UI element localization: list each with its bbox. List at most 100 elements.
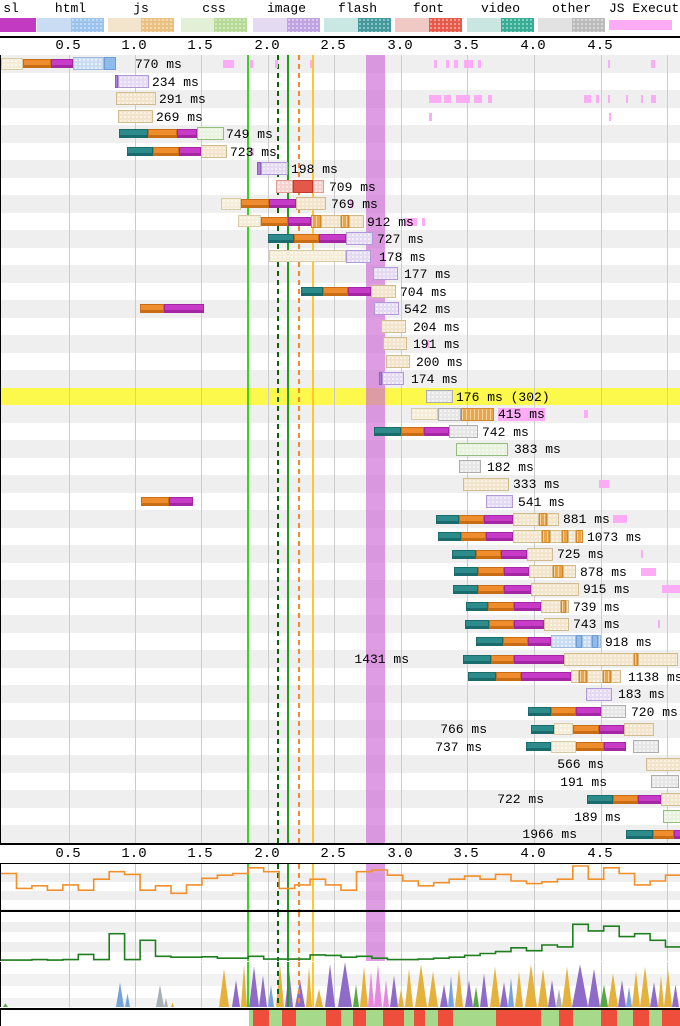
request-segment-imgD[interactable] [379,372,382,386]
request-segment-jsD[interactable] [542,530,550,543]
request-segment-jsL[interactable] [531,582,579,596]
request-segment-jsL[interactable] [463,477,509,491]
request-segment-dns[interactable] [587,794,613,804]
request-segment-othL[interactable] [438,407,461,421]
request-segment-ssl[interactable] [169,497,193,506]
request-segment-othL[interactable] [601,705,626,719]
request-segment-imgD[interactable] [257,162,261,176]
request-segment-jsL[interactable] [383,337,407,351]
request-segment-ssl[interactable] [638,794,661,804]
request-segment-con[interactable] [551,707,576,717]
request-segment-jsL[interactable] [566,600,569,614]
request-segment-ssl[interactable] [599,724,624,734]
request-segment-ssl[interactable] [514,654,564,664]
request-segment-jsL[interactable] [296,197,326,211]
request-segment-con[interactable] [294,234,319,244]
request-segment-con[interactable] [140,304,164,314]
request-segment-jsL[interactable] [116,92,156,106]
request-segment-ssl[interactable] [164,304,204,314]
request-segment-dns[interactable] [453,584,478,594]
request-segment-fontL[interactable] [313,179,324,193]
request-segment-jsL[interactable] [118,109,153,123]
request-segment-jsL[interactable] [568,530,576,543]
request-segment-con[interactable] [401,427,424,436]
request-segment-ssl[interactable] [288,216,311,226]
request-segment-dns[interactable] [436,514,459,524]
waterfall-area[interactable]: 770 ms 234 ms 291 ms 269 ms 749 ms 723 ms 198 … [0,55,680,843]
request-segment-dns[interactable] [526,742,551,752]
request-segment-dns[interactable] [452,549,476,559]
request-segment-dns[interactable] [626,829,653,839]
request-segment-con[interactable] [241,199,269,209]
request-segment-htmlL[interactable] [598,635,601,649]
request-segment-imgL[interactable] [382,372,404,386]
request-segment-dns[interactable] [476,637,503,647]
request-segment-cssL[interactable] [197,127,224,141]
request-segment-con[interactable] [478,567,504,576]
request-segment-con[interactable] [141,497,169,506]
request-segment-con[interactable] [153,146,179,156]
request-segment-htmlD[interactable] [104,57,116,71]
request-segment-con[interactable] [613,794,638,804]
request-segment-jsL[interactable] [541,600,561,614]
request-segment-ssl[interactable] [504,584,531,594]
request-segment-jsL[interactable] [563,565,576,578]
request-segment-jsD[interactable] [561,600,566,614]
request-segment-con[interactable] [576,742,604,752]
request-segment-con[interactable] [23,59,51,69]
request-segment-con[interactable] [488,602,514,612]
request-segment-jsL[interactable] [571,670,579,684]
request-segment-jsL[interactable] [513,530,542,543]
request-segment-othL[interactable] [449,425,478,438]
request-segment-dns[interactable] [531,724,554,734]
request-segment-jsD[interactable] [553,565,563,578]
request-segment-con[interactable] [478,584,504,594]
request-segment-othL[interactable] [459,460,481,473]
request-segment-jsD[interactable] [579,670,587,684]
request-segment-jsL[interactable] [321,214,341,228]
request-segment-con[interactable] [261,216,288,226]
request-segment-htmlL[interactable] [551,635,576,649]
request-segment-ssl[interactable] [604,742,626,752]
request-segment-imgL[interactable] [586,687,612,701]
request-segment-ssl[interactable] [501,549,527,559]
request-segment-ssl[interactable] [424,427,449,436]
request-segment-cssL[interactable] [456,442,508,456]
request-segment-ssl[interactable] [177,129,197,139]
request-segment-dns[interactable] [528,707,551,717]
request-segment-dns[interactable] [301,286,323,296]
request-segment-dns[interactable] [463,654,491,664]
request-segment-jsL[interactable] [349,214,364,228]
request-segment-jsL[interactable] [611,670,621,684]
request-segment-wait[interactable] [554,723,573,736]
request-segment-dns[interactable] [454,567,478,576]
request-segment-jsL[interactable] [547,512,559,526]
request-segment-con[interactable] [573,724,599,734]
request-segment-wait[interactable] [411,408,438,420]
request-segment-con[interactable] [461,532,486,541]
request-segment-jsL[interactable] [638,652,678,666]
request-segment-jsD[interactable] [562,530,568,543]
request-segment-dns[interactable] [127,146,153,156]
request-segment-wait[interactable] [221,197,241,210]
request-segment-othL[interactable] [633,740,659,754]
request-segment-jsD[interactable] [576,530,583,543]
request-segment-con[interactable] [148,129,177,139]
request-segment-wait[interactable] [238,215,261,228]
request-segment-ssl[interactable] [484,514,513,524]
request-segment-con[interactable] [459,514,484,524]
request-segment-imgL[interactable] [374,302,399,316]
request-segment-ssl[interactable] [514,602,541,612]
request-segment-wait[interactable] [551,740,576,753]
request-segment-othL[interactable] [426,389,453,403]
request-segment-jsD[interactable] [311,214,321,228]
request-segment-jsL[interactable] [386,354,410,368]
request-segment-jsL[interactable] [646,757,680,771]
request-segment-imgL[interactable] [118,74,149,88]
request-segment-imgL[interactable] [486,495,513,508]
request-segment-dns[interactable] [466,602,488,612]
request-segment-dns[interactable] [268,234,294,244]
request-segment-ssl[interactable] [179,146,201,156]
request-segment-htmlD[interactable] [576,635,582,649]
request-segment-jsD[interactable] [539,512,547,526]
